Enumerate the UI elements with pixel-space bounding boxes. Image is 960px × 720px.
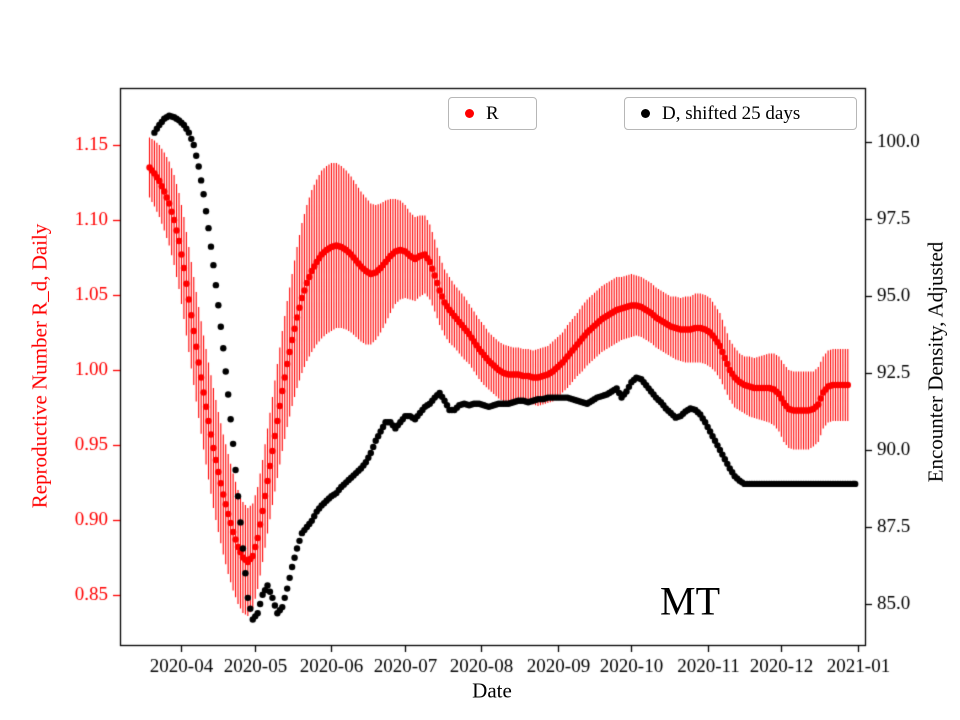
- legend-r: R: [448, 97, 537, 130]
- legend-marker-d-icon: [641, 109, 650, 118]
- legend-d: D, shifted 25 days: [624, 97, 857, 130]
- state-annotation: MT: [660, 578, 720, 624]
- x-axis-title: Date: [472, 678, 512, 703]
- legend-label-r: R: [486, 102, 499, 124]
- legend-marker-r-icon: [465, 109, 474, 118]
- left-y-axis-title: Reproductive Number R_d, Daily: [27, 223, 52, 509]
- legend-label-d: D, shifted 25 days: [662, 102, 801, 124]
- right-y-axis-title: Encounter Density, Adjusted: [923, 241, 948, 483]
